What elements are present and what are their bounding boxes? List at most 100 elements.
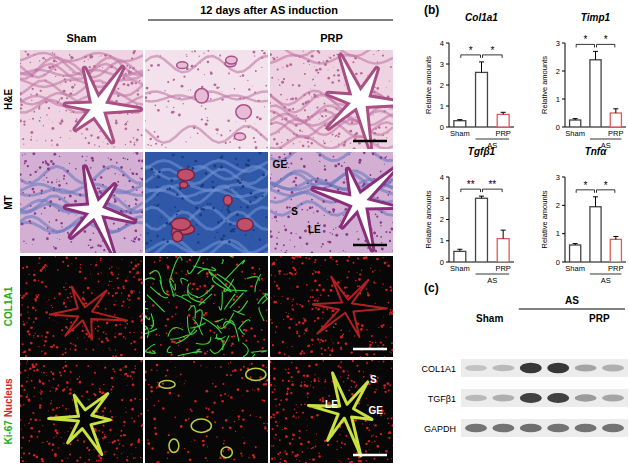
tissue-texture: [290, 163, 292, 165]
tissue-texture: [389, 313, 391, 315]
tissue-texture: [32, 306, 35, 309]
tissue-fold: [145, 126, 268, 143]
row-label: COL1A1: [3, 286, 14, 326]
tissue-texture: [162, 227, 163, 228]
micrograph: [270, 50, 393, 149]
tissue-texture: [252, 85, 254, 87]
tissue-texture: [108, 158, 109, 159]
tissue-texture: [46, 177, 48, 179]
tissue-texture: [298, 321, 301, 324]
tissue-texture: [381, 242, 382, 243]
tissue-texture: [196, 288, 199, 291]
tissue-texture: [110, 272, 112, 274]
tissue-texture: [231, 352, 233, 354]
tissue-texture: [98, 338, 100, 340]
tissue-texture: [158, 217, 160, 219]
tissue-texture: [94, 179, 96, 181]
tissue-texture: [135, 259, 136, 260]
tissue-texture: [52, 52, 54, 54]
tissue-texture: [125, 144, 126, 145]
tissue-fold: [270, 136, 393, 149]
tissue-texture: [367, 292, 369, 294]
tissue-texture: [282, 67, 283, 68]
tissue-texture: [292, 304, 294, 306]
tissue-texture: [333, 66, 335, 68]
tissue-texture: [274, 281, 276, 283]
lumen: [50, 287, 127, 340]
tissue-texture: [141, 319, 143, 322]
tissue-texture: [115, 355, 118, 357]
tissue-texture: [276, 237, 278, 239]
tissue-texture: [290, 318, 292, 320]
tissue-texture: [186, 54, 187, 55]
tissue-texture: [185, 342, 187, 344]
tissue-texture: [293, 267, 295, 269]
tissue-texture: [53, 187, 55, 189]
tissue-texture: [284, 353, 286, 355]
tissue-texture: [261, 278, 263, 280]
tissue-texture: [303, 165, 306, 168]
tissue-texture: [317, 72, 319, 74]
tissue-texture: [20, 299, 22, 301]
tissue-texture: [207, 351, 209, 353]
tissue-texture: [116, 162, 118, 164]
tissue-texture: [332, 233, 334, 235]
tissue-texture: [88, 142, 91, 145]
tissue-texture: [307, 141, 309, 143]
lumen: [328, 56, 393, 148]
tissue-texture: [284, 225, 286, 227]
tissue-texture: [135, 265, 138, 268]
tissue-texture: [140, 250, 141, 251]
tissue-texture: [385, 87, 387, 89]
tissue-texture: [40, 90, 42, 92]
tissue-texture: [175, 272, 177, 274]
tissue-texture: [259, 289, 260, 290]
tissue-texture: [340, 348, 342, 350]
tissue-texture: [127, 84, 130, 87]
tissue-texture: [197, 241, 200, 244]
tissue-texture: [22, 154, 23, 155]
tissue-texture: [386, 137, 387, 138]
tissue-texture: [233, 298, 236, 301]
tissue-texture: [38, 107, 40, 109]
fiber: [210, 335, 229, 353]
tissue-texture: [20, 315, 21, 316]
tissue-texture: [20, 314, 22, 316]
tissue-texture: [372, 342, 374, 344]
tissue-texture: [316, 205, 318, 207]
tissue-texture: [256, 116, 259, 119]
tissue-texture: [192, 283, 195, 286]
tissue-texture: [317, 338, 319, 340]
tissue-texture: [297, 282, 299, 284]
tissue-texture: [103, 350, 105, 352]
tissue-texture: [273, 57, 276, 60]
gland: [237, 218, 253, 231]
tissue-texture: [213, 293, 215, 295]
tissue-texture: [291, 98, 294, 101]
tissue-texture: [294, 273, 296, 275]
tissue-texture: [327, 279, 329, 281]
tissue-texture: [68, 214, 69, 215]
tissue-texture: [188, 185, 190, 187]
tissue-texture: [186, 56, 187, 57]
tissue-texture: [325, 115, 327, 117]
tissue-texture: [166, 240, 168, 242]
tissue-texture: [84, 299, 85, 300]
tissue-texture: [175, 293, 177, 295]
tissue-texture: [385, 127, 387, 129]
tissue-texture: [262, 347, 264, 349]
tissue-texture: [102, 141, 104, 143]
tissue-texture: [127, 323, 129, 325]
tissue-texture: [20, 107, 22, 109]
tissue-texture: [28, 317, 30, 319]
tissue-texture: [236, 295, 238, 297]
tissue-texture: [315, 180, 318, 183]
tissue-texture: [375, 214, 377, 216]
tissue-texture: [62, 261, 64, 263]
tissue-texture: [24, 160, 27, 163]
tissue-texture: [309, 207, 312, 210]
lumen: [314, 168, 394, 249]
tissue-texture: [61, 329, 63, 331]
tissue-texture: [205, 108, 207, 110]
fiber: [145, 278, 155, 286]
